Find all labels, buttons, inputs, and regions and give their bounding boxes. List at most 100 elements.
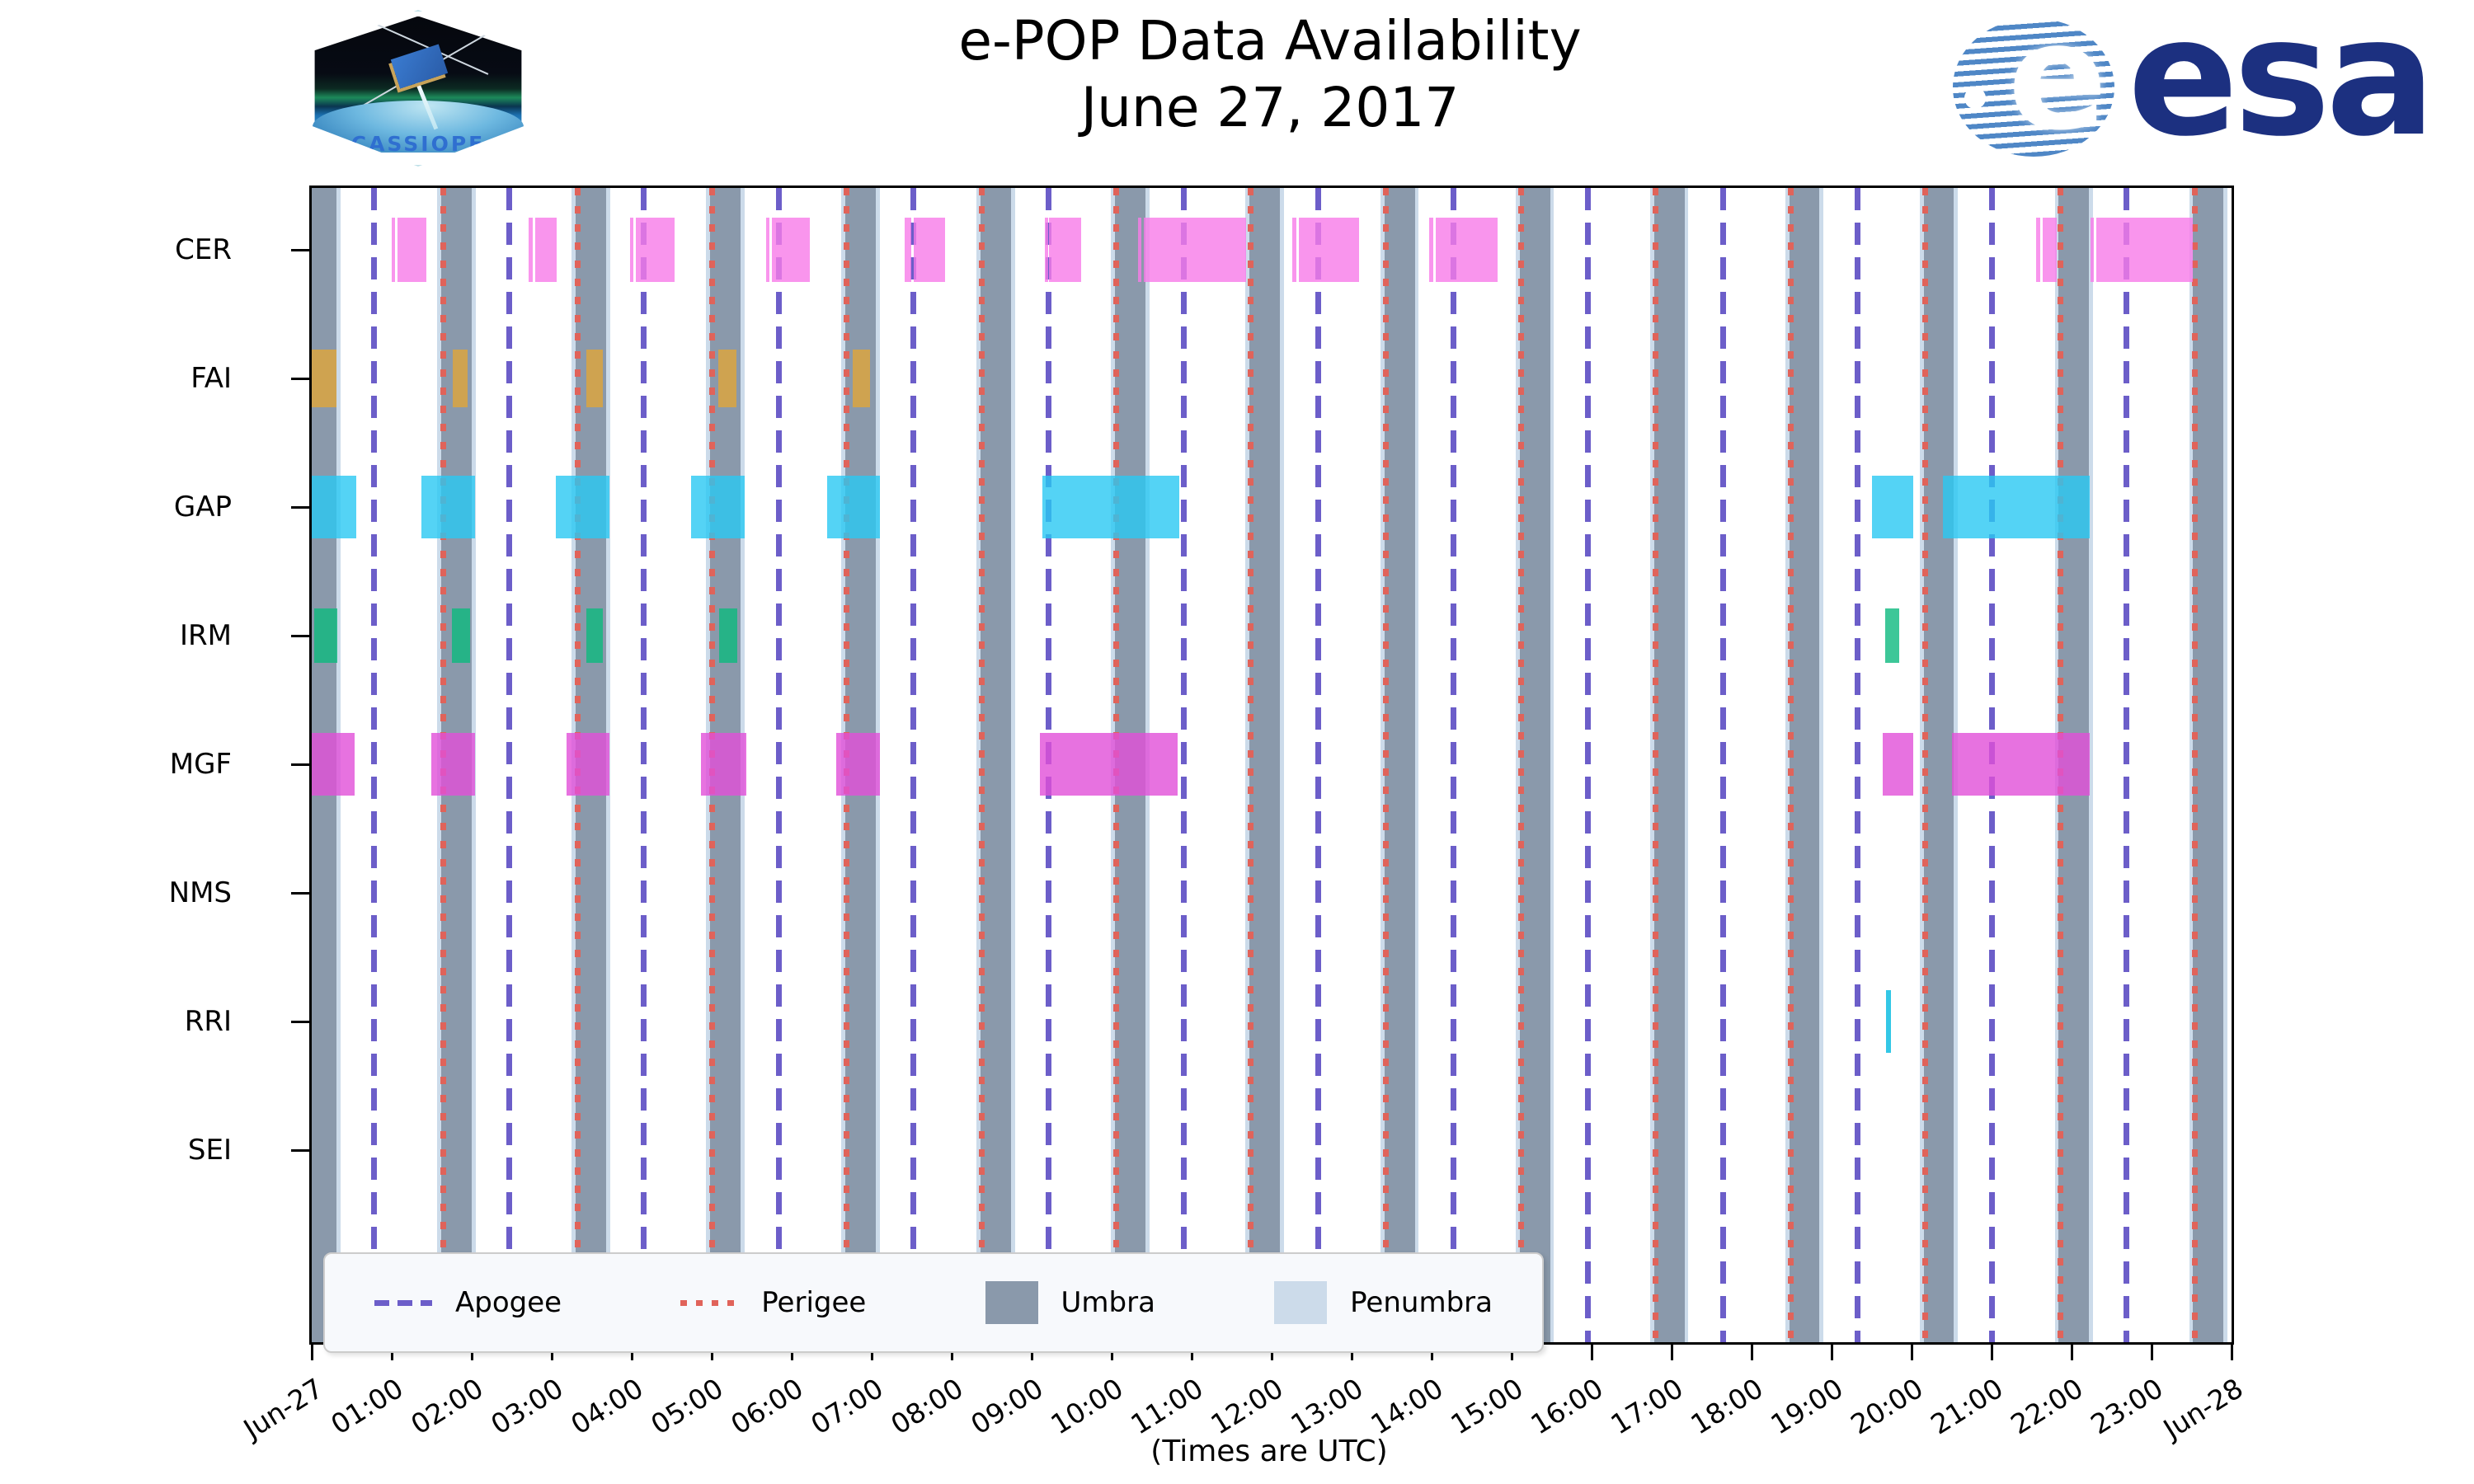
y-axis-label-nms: NMS <box>168 876 232 909</box>
y-tick <box>291 763 309 766</box>
legend-label: Apogee <box>455 1286 562 1319</box>
cassiope-label: CASSIOPE <box>350 131 486 156</box>
availability-bar-cer <box>771 218 811 282</box>
availability-bar-cer <box>630 218 634 282</box>
x-axis-label: 21:00 <box>1925 1372 2009 1441</box>
chart-title-line2: June 27, 2017 <box>1080 75 1460 139</box>
availability-bar-fai <box>312 350 337 407</box>
apogee-line <box>1315 188 1321 1342</box>
legend-label: Perigee <box>761 1286 867 1319</box>
y-tick <box>291 377 309 380</box>
availability-bar-fai <box>586 350 604 407</box>
perigee-line <box>1921 188 1928 1342</box>
availability-bar-mgf <box>1039 733 1178 796</box>
x-axis-label: 09:00 <box>965 1372 1049 1441</box>
availability-bar-cer <box>2096 218 2194 282</box>
apogee-line <box>641 188 647 1342</box>
apogee-line <box>1719 188 1726 1342</box>
y-tick <box>291 1020 309 1023</box>
availability-bar-rri <box>1885 990 1891 1053</box>
apogee-line <box>1180 188 1187 1342</box>
y-tick <box>291 248 309 251</box>
legend-item-umbra: Umbra <box>985 1281 1155 1324</box>
availability-bar-mgf <box>1952 733 2091 796</box>
legend: Apogee Perigee Umbra Penumbra <box>323 1252 1544 1353</box>
availability-bar-cer <box>1429 218 1433 282</box>
x-axis-label: 07:00 <box>805 1372 889 1441</box>
x-tick <box>1590 1342 1593 1360</box>
availability-plot-area: CER FAI GAP IRM MGF NMS RRI SEI Jun-27 01:00 02:00… <box>169 186 2249 1445</box>
x-axis-label: 22:00 <box>2005 1372 2089 1441</box>
umbra-band <box>980 188 1011 1342</box>
availability-bar-cer <box>1138 218 1141 282</box>
legend-label: Umbra <box>1061 1286 1155 1319</box>
umbra-patch-icon <box>985 1281 1038 1324</box>
y-axis-label-irm: IRM <box>180 619 232 652</box>
perigee-dot-sample-icon <box>680 1299 739 1306</box>
availability-bar-cer <box>904 218 912 282</box>
availability-bar-gap <box>1042 476 1180 538</box>
availability-bar-irm <box>451 608 471 663</box>
availability-bar-gap <box>555 476 609 538</box>
availability-bar-gap <box>1872 476 1913 538</box>
y-tick <box>291 505 309 509</box>
umbra-band <box>1519 188 1550 1342</box>
y-tick <box>291 891 309 895</box>
x-axis-label: 01:00 <box>325 1372 409 1441</box>
availability-bar-irm <box>718 608 738 663</box>
availability-bar-mgf <box>701 733 746 796</box>
esa-globe-icon <box>1953 18 2114 157</box>
x-axis-label: 16:00 <box>1525 1372 1609 1441</box>
availability-bar-irm <box>313 608 338 663</box>
y-axis-label-mgf: MGF <box>169 748 232 781</box>
availability-bar-cer <box>2043 218 2057 282</box>
umbra-band <box>1923 188 1954 1342</box>
x-axis-label: 20:00 <box>1845 1372 1929 1441</box>
umbra-band <box>1653 188 1685 1342</box>
availability-bar-cer <box>1435 218 1498 282</box>
penumbra-patch-icon <box>1274 1281 1328 1324</box>
x-axis-label: 08:00 <box>885 1372 969 1441</box>
x-axis-title: (Times are UTC) <box>1150 1435 1388 1468</box>
esa-globe-dot-icon <box>1964 87 1986 109</box>
y-tick <box>291 634 309 637</box>
apogee-line <box>506 188 513 1342</box>
apogee-line <box>1450 188 1456 1342</box>
x-tick <box>1670 1342 1673 1360</box>
availability-bar-cer <box>534 218 557 282</box>
x-axis-label: 19:00 <box>1765 1372 1849 1441</box>
perigee-line <box>1248 188 1254 1342</box>
apogee-line <box>2124 188 2130 1342</box>
perigee-line <box>1518 188 1525 1342</box>
esa-logo: e esa <box>1953 0 2436 172</box>
availability-bar-irm <box>1884 608 1900 663</box>
availability-bar-cer <box>914 218 946 282</box>
availability-bar-gap <box>826 476 880 538</box>
legend-label: Penumbra <box>1350 1286 1493 1319</box>
availability-bar-mgf <box>312 733 355 796</box>
x-axis-label: 14:00 <box>1365 1372 1449 1441</box>
availability-bar-gap <box>312 476 357 538</box>
x-axis-label: 11:00 <box>1125 1372 1209 1441</box>
chart-title: e-POP Data Availability June 27, 2017 <box>858 8 1682 141</box>
x-axis-label: 03:00 <box>485 1372 569 1441</box>
availability-bar-fai <box>717 350 737 407</box>
availability-bar-mgf <box>430 733 475 796</box>
legend-item-penumbra: Penumbra <box>1274 1281 1493 1324</box>
availability-bar-cer <box>1298 218 1359 282</box>
x-axis-label: 10:00 <box>1045 1372 1129 1441</box>
y-axis-label-gap: GAP <box>173 491 232 524</box>
perigee-line <box>979 188 985 1342</box>
y-axis-label-fai: FAI <box>190 362 232 395</box>
y-axis-label-sei: SEI <box>187 1134 232 1167</box>
x-axis-label: 05:00 <box>645 1372 729 1441</box>
umbra-band <box>1384 188 1415 1342</box>
availability-bar-gap <box>1942 476 2091 538</box>
x-tick <box>1830 1342 1833 1360</box>
apogee-line <box>1584 188 1591 1342</box>
availability-bar-cer <box>1044 218 1048 282</box>
y-axis-label-cer: CER <box>175 233 232 266</box>
availability-bar-cer <box>528 218 533 282</box>
availability-bar-cer <box>392 218 395 282</box>
availability-bar-cer <box>1049 218 1082 282</box>
